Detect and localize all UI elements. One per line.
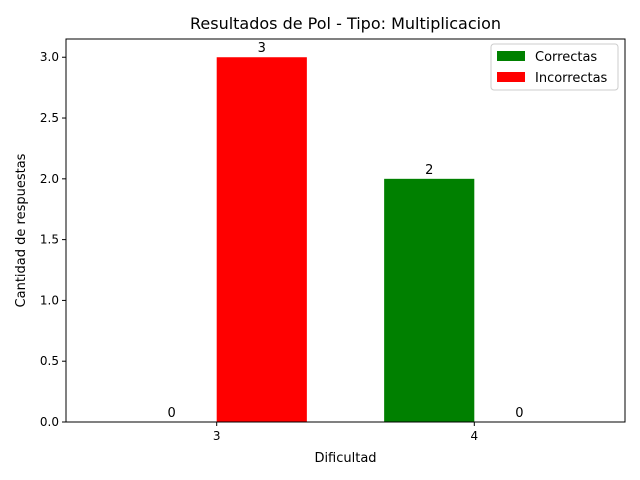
- x-tick-label: 3: [213, 429, 221, 443]
- plot-area: 0 2 3 0 0.0 0.5 1.0 1.5 2.0 2.5 3.0 3 4: [40, 41, 524, 443]
- bar-value-label: 0: [167, 406, 175, 421]
- plot-frame: [65, 38, 626, 423]
- legend-swatch-incorrectas: [497, 72, 525, 82]
- x-tick-label: 4: [470, 429, 478, 443]
- y-tick-label: 1.0: [40, 293, 59, 307]
- y-tick-label: 2.5: [40, 111, 59, 125]
- x-axis-label: Dificultad: [314, 451, 376, 466]
- y-tick-label: 1.5: [40, 233, 59, 247]
- bar-correctas-4: [384, 178, 475, 422]
- y-tick-label: 3.0: [40, 50, 59, 64]
- bar-value-label: 2: [425, 163, 433, 178]
- y-tick-label: 2.0: [40, 172, 59, 186]
- y-tick-label: 0.5: [40, 354, 59, 368]
- bar-value-label: 0: [515, 406, 523, 421]
- legend-label-correctas: Correctas: [535, 50, 597, 65]
- y-tick-label: 0.0: [40, 415, 59, 429]
- y-axis-label: Cantidad de respuestas: [14, 153, 29, 307]
- bar-incorrectas-3: [216, 57, 307, 422]
- legend: Correctas Incorrectas: [490, 43, 619, 91]
- legend-label-incorrectas: Incorrectas: [535, 71, 608, 86]
- bar-value-label: 3: [258, 41, 266, 56]
- legend-swatch-correctas: [497, 51, 525, 61]
- chart-title: Resultados de Pol - Tipo: Multiplicacion: [190, 14, 501, 33]
